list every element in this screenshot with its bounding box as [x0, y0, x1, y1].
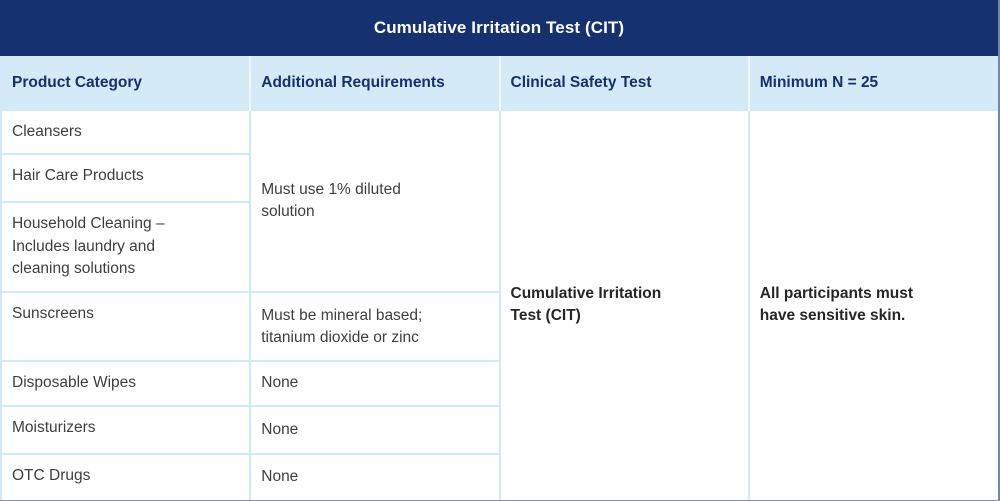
table-row: Moisturizers None	[0, 404, 998, 455]
header-minimum-n: Minimum N = 25	[747, 56, 998, 110]
cell-category-household-cleaning: Household Cleaning – Includes laundry an…	[0, 201, 252, 294]
table-row: Household Cleaning – Includes laundry an…	[0, 201, 998, 294]
table-row: Disposable Wipes None	[0, 360, 998, 407]
header-product-category: Product Category	[0, 56, 251, 110]
cell-category-hair-care: Hair Care Products	[0, 153, 252, 204]
table-title: Cumulative Irritation Test (CIT)	[373, 18, 625, 37]
cell-category-cleansers: Cleansers	[0, 108, 252, 156]
cell-category-sunscreens: Sunscreens	[0, 291, 252, 363]
header-additional-requirements: Additional Requirements	[249, 56, 500, 110]
cell-category-otc-drugs: OTC Drugs	[0, 452, 252, 500]
table-title-bar: Cumulative Irritation Test (CIT)	[0, 0, 998, 56]
table-row: Cleansers Must use 1% diluted solution C…	[0, 108, 998, 500]
table-row: Hair Care Products	[0, 153, 998, 204]
cell-requirement-wipes: None	[249, 360, 501, 407]
cit-data-table: Product Category Additional Requirements…	[0, 56, 998, 500]
cell-requirement-moisturizers: None	[249, 404, 501, 455]
cell-category-disposable-wipes: Disposable Wipes	[0, 360, 252, 407]
header-clinical-safety-test: Clinical Safety Test	[498, 56, 749, 110]
cell-requirement-otc: None	[249, 452, 501, 500]
cell-category-moisturizers: Moisturizers	[0, 404, 252, 455]
header-row: Product Category Additional Requirements…	[0, 56, 998, 110]
table-row: Sunscreens Must be mineral based; titani…	[0, 291, 998, 363]
cell-requirement-mineral-based: Must be mineral based; titanium dioxide …	[249, 291, 501, 363]
cell-clinical-safety-test: Cumulative Irritation Test (CIT)	[498, 109, 749, 500]
table-row: OTC Drugs None	[0, 452, 998, 500]
cell-minimum-n: All participants must have sensitive ski…	[747, 109, 998, 500]
cell-requirement-diluted-solution: Must use 1% diluted solution	[249, 108, 501, 294]
